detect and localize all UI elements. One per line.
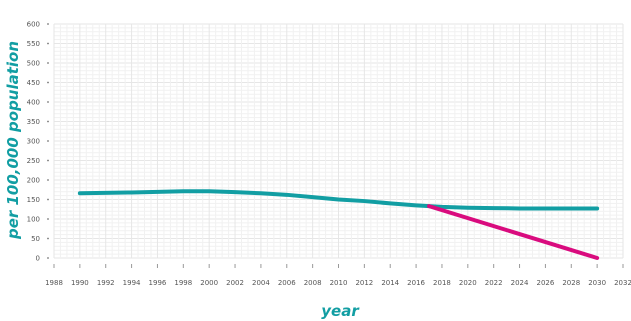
y-tick-mark	[47, 257, 49, 259]
y-tick-mark	[47, 237, 49, 240]
x-tick-label: 2004	[252, 279, 270, 287]
x-tick-label: 2008	[304, 279, 322, 287]
y-tick-mark	[47, 198, 49, 201]
axis-ticks: 0 50 100 150 200 250 300 350 400 450 500 550 600 1988…	[27, 21, 631, 288]
y-tick-label: 0	[36, 255, 40, 263]
x-tick-label: 1992	[97, 279, 115, 287]
y-tick-label: 600	[27, 21, 40, 29]
y-tick-mark	[47, 81, 49, 84]
x-tick-label: 2018	[433, 279, 451, 287]
x-tick-label: 2010	[330, 279, 348, 287]
x-tick-label: 2032	[614, 279, 631, 287]
y-tick-mark	[47, 179, 49, 181]
y-tick-label: 250	[27, 157, 40, 165]
x-tick-label: 2024	[511, 279, 529, 287]
y-tick-mark	[47, 101, 49, 103]
y-tick-mark	[47, 218, 49, 220]
y-tick-mark	[47, 159, 49, 162]
y-tick-label: 100	[27, 216, 40, 224]
y-tick-label: 500	[27, 60, 40, 68]
y-tick-label: 350	[27, 118, 40, 126]
x-tick-label: 2030	[588, 279, 606, 287]
y-tick-mark	[47, 62, 49, 64]
x-tick-label: 2020	[459, 279, 477, 287]
x-tick-label: 2002	[226, 279, 244, 287]
x-tick-label: 1988	[45, 279, 63, 287]
x-tick-label: 2022	[485, 279, 503, 287]
y-tick-label: 550	[27, 40, 40, 48]
x-tick-label: 2026	[536, 279, 554, 287]
y-tick-label: 450	[27, 79, 40, 87]
x-tick-label: 1990	[71, 279, 89, 287]
y-tick-mark	[47, 42, 49, 45]
x-tick-label: 2006	[278, 279, 296, 287]
y-tick-label: 300	[27, 138, 40, 146]
y-tick-label: 200	[27, 177, 40, 185]
x-axis-label: year	[321, 302, 360, 320]
grid	[53, 23, 624, 259]
y-tick-mark	[47, 23, 49, 25]
x-tick-label: 1994	[123, 279, 141, 287]
y-axis-label: per 100,000 population	[4, 41, 22, 240]
x-tick-label: 1996	[149, 279, 167, 287]
y-tick-label: 50	[31, 235, 40, 243]
x-tick-label: 2012	[355, 279, 373, 287]
y-tick-label: 400	[27, 99, 40, 107]
x-tick-label: 2014	[381, 279, 399, 287]
x-tick-label: 1998	[174, 279, 192, 287]
x-tick-label: 2028	[562, 279, 580, 287]
series-line-1	[77, 189, 600, 211]
x-tick-label: 2016	[407, 279, 425, 287]
x-tick-label: 2000	[200, 279, 218, 287]
series-lines	[77, 189, 600, 260]
y-tick-mark	[47, 120, 49, 123]
series-line-2	[427, 204, 600, 260]
y-tick-mark	[47, 140, 49, 142]
y-tick-label: 150	[27, 196, 40, 204]
